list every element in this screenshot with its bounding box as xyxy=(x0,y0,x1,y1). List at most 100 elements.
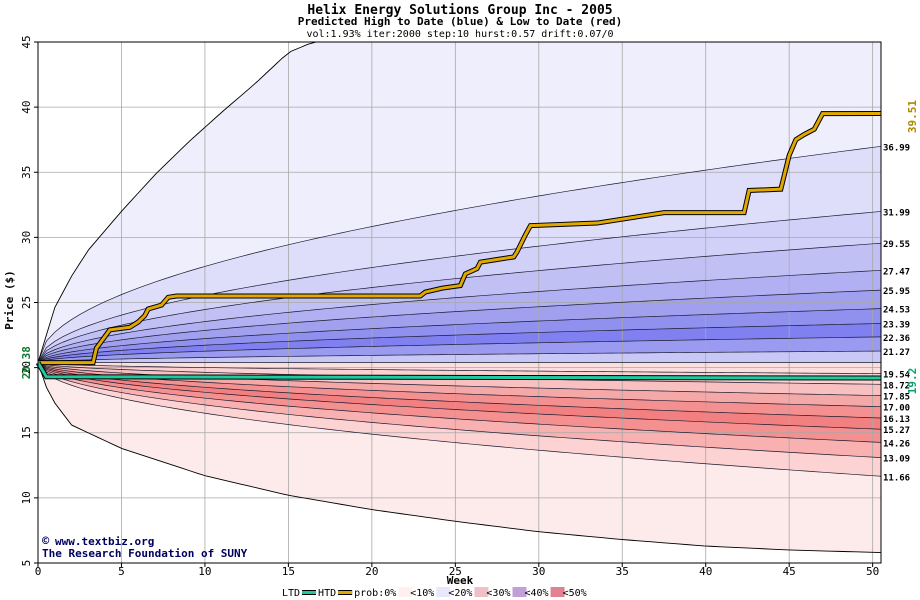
y-axis-label: Price ($) xyxy=(3,270,16,330)
contour-line xyxy=(37,289,882,363)
lower-band-value-label: 11.66 xyxy=(883,473,910,483)
legend: LTD HTD prob:0% <10% <20% <30% <40% <50% xyxy=(282,587,587,599)
upper-band-value-label: 22.36 xyxy=(883,334,910,344)
chart-params: vol:1.93% iter:2000 step:10 hurst:0.57 d… xyxy=(306,29,613,40)
x-tick-label: 10 xyxy=(198,565,211,578)
lower-band-value-label: 16.13 xyxy=(883,415,910,425)
upper-band-1 xyxy=(38,146,881,363)
contour-line xyxy=(37,362,882,408)
lower-band-value-label: 15.27 xyxy=(883,426,910,436)
x-axis-ticks: 0 5 10 15 20 25 30 35 40 45 50 xyxy=(35,563,879,578)
legend-label-prob-7: <50% xyxy=(563,588,587,599)
contour-line xyxy=(37,269,882,363)
lower-envelope-line xyxy=(37,362,882,554)
contour-line xyxy=(37,308,882,363)
htd-end-label: 39.51 xyxy=(906,100,919,133)
lower-band-7 xyxy=(38,362,881,458)
series-htd-line xyxy=(38,112,882,365)
legend-label-prob-3: <10% xyxy=(410,588,434,599)
y-tick-label: 45 xyxy=(20,35,33,48)
lower-band-4 xyxy=(38,362,881,419)
legend-swatch-prob-6 xyxy=(512,587,527,597)
series-lines xyxy=(35,111,882,381)
watermark-site: www.textbiz.org xyxy=(55,535,154,548)
band-value-labels: 36.99 31.99 29.55 27.47 25.95 24.53 23.39 22.36… xyxy=(883,143,911,483)
contour-line xyxy=(37,336,882,364)
upper-band-value-label: 31.99 xyxy=(883,208,910,218)
upper-band-value-label: 27.47 xyxy=(883,267,910,277)
legend-label-htd: HTD xyxy=(318,588,336,599)
upper-band-value-label: 36.99 xyxy=(883,143,910,153)
x-tick-label: 20 xyxy=(365,565,378,578)
x-tick-label: 30 xyxy=(532,565,545,578)
y-tick-label: 35 xyxy=(20,166,33,179)
upper-band-5 xyxy=(38,290,881,363)
contour-line xyxy=(37,362,882,430)
upper-band-7 xyxy=(38,323,881,363)
lower-band-value-label: 17.85 xyxy=(883,393,910,403)
chart-subtitle: Predicted High to Date (blue) & Low to D… xyxy=(298,15,623,28)
contour-line xyxy=(37,362,882,458)
lower-band-value-label: 17.00 xyxy=(883,404,910,414)
x-tick-label: 5 xyxy=(118,565,125,578)
contour-line xyxy=(37,362,882,374)
copyright-icon: © xyxy=(42,534,50,548)
y-tick-label: 20 xyxy=(20,361,33,374)
upper-band-value-label: 25.95 xyxy=(883,287,910,297)
x-tick-label: 0 xyxy=(35,565,42,578)
contour-line xyxy=(37,211,882,363)
contour-line xyxy=(37,145,882,363)
contour-line xyxy=(37,362,882,477)
watermark-org: The Research Foundation of SUNY xyxy=(42,547,248,560)
upper-band-9 xyxy=(38,351,881,363)
x-tick-label: 45 xyxy=(783,565,796,578)
x-tick-label: 15 xyxy=(282,565,295,578)
lower-band-8 xyxy=(38,362,881,477)
lower-band-value-label: 18.72 xyxy=(883,381,910,391)
legend-label-prob: prob:0% xyxy=(354,588,396,599)
upper-band-value-label: 29.55 xyxy=(883,240,910,250)
y-tick-label: 25 xyxy=(20,296,33,309)
lower-band-3 xyxy=(38,362,881,407)
y-tick-label: 15 xyxy=(20,426,33,439)
lower-band-value-label: 13.09 xyxy=(883,455,910,465)
lower-band-9 xyxy=(38,362,881,553)
watermark: © www.textbiz.org The Research Foundatio… xyxy=(42,534,248,560)
contour-line xyxy=(37,350,882,364)
x-tick-label: 25 xyxy=(449,565,462,578)
x-tick-label: 40 xyxy=(699,565,712,578)
lower-band-0 xyxy=(38,362,881,374)
contour-line xyxy=(37,362,882,419)
x-axis-label: Week xyxy=(447,574,474,587)
ltd-end-label: 19.2 xyxy=(906,368,919,395)
upper-band-4 xyxy=(38,270,881,363)
legend-swatch-prob-3 xyxy=(398,587,413,597)
upper-band-0 xyxy=(38,42,881,363)
x-tick-label: 50 xyxy=(866,565,879,578)
contour-line xyxy=(37,242,882,363)
upper-band-value-label: 23.39 xyxy=(883,320,910,330)
upper-band-6 xyxy=(38,308,881,363)
grid-lines xyxy=(38,42,881,563)
legend-label-prob-5: <30% xyxy=(486,588,510,599)
upper-band-2 xyxy=(38,211,881,363)
lower-band-5 xyxy=(38,362,881,430)
legend-swatch-prob-5 xyxy=(474,587,489,597)
lower-band-value-label: 14.26 xyxy=(883,439,910,449)
y-tick-label: 5 xyxy=(20,560,33,567)
lower-band-value-label: 19.54 xyxy=(883,371,911,381)
chart-title: Helix Energy Solutions Group Inc - 2005 xyxy=(307,3,612,18)
upper-band-value-label: 24.53 xyxy=(883,306,910,316)
legend-swatch-prob-7 xyxy=(550,587,565,597)
lower-band-6 xyxy=(38,362,881,443)
legend-label-ltd: LTD xyxy=(282,588,300,599)
upper-band-3 xyxy=(38,243,881,363)
upper-band-value-label: 21.27 xyxy=(883,348,910,358)
contour-line xyxy=(37,362,882,443)
y-tick-label: 10 xyxy=(20,491,33,504)
legend-label-prob-4: <20% xyxy=(448,588,472,599)
y-axis-ticks: 5 10 15 20 25 30 35 40 45 xyxy=(20,35,38,566)
x-tick-label: 35 xyxy=(616,565,629,578)
legend-swatch-ltd xyxy=(302,591,317,594)
